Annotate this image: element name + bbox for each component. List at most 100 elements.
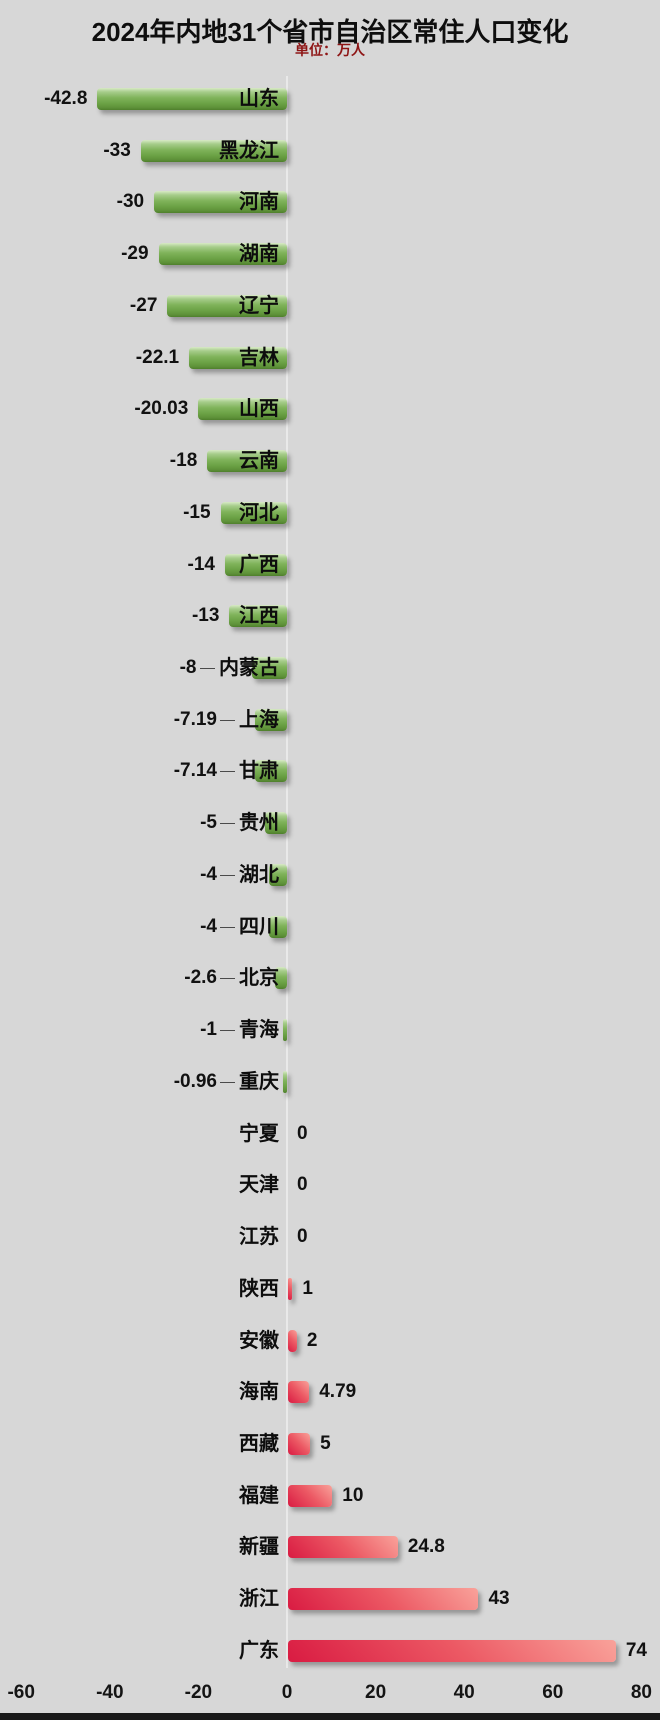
category-label: 甘肃 (239, 760, 279, 783)
bar (220, 501, 287, 524)
category-label: 青海 (239, 1019, 279, 1042)
x-tick-label: -40 (96, 1682, 124, 1703)
chart-row: 江西 -13 (0, 605, 660, 628)
category-label: 山西 (239, 398, 279, 421)
bar (288, 1277, 293, 1300)
chart-row: 甘肃 -7.14 (0, 760, 660, 783)
value-label: 0 (297, 1122, 308, 1144)
bar (288, 1381, 310, 1404)
bar (288, 1588, 479, 1611)
value-label: -1 (200, 1019, 217, 1041)
category-label: 河北 (239, 501, 279, 524)
bottom-border (0, 1713, 660, 1720)
value-label: -18 (169, 450, 198, 472)
category-label: 内蒙古 (219, 657, 279, 680)
value-label: 1 (302, 1277, 313, 1299)
category-label: 辽宁 (239, 294, 279, 317)
bar (207, 450, 287, 473)
category-label: 新疆 (239, 1536, 279, 1559)
category-label: 浙江 (239, 1588, 279, 1611)
x-tick-label: -20 (184, 1682, 213, 1703)
chart-row: 云南 -18 (0, 450, 660, 473)
chart-row: 新疆 24.8 (0, 1536, 660, 1559)
chart-row: 海南 4.79 (0, 1381, 660, 1404)
chart-row: 重庆 -0.96 (0, 1070, 660, 1093)
bar (288, 1484, 333, 1507)
bar (97, 88, 287, 110)
value-label: -0.96 (173, 1070, 217, 1092)
value-label: 5 (320, 1432, 331, 1454)
category-label: 广西 (239, 553, 279, 576)
category-label: 安徽 (239, 1329, 279, 1352)
chart-subtitle: 单位：万人 (295, 42, 365, 58)
chart-row: 内蒙古 -8 (0, 657, 660, 680)
value-label: -13 (191, 605, 220, 627)
leader-line (220, 771, 235, 773)
chart-row: 西藏 5 (0, 1432, 660, 1455)
bar (255, 708, 287, 731)
leader-line (220, 719, 235, 721)
bar (288, 1536, 398, 1559)
value-label: -15 (183, 501, 211, 523)
category-label: 重庆 (239, 1070, 279, 1093)
bar (158, 243, 287, 266)
value-label: 43 (488, 1588, 510, 1610)
bar (167, 294, 287, 317)
category-label: 江西 (239, 605, 279, 628)
bar (224, 553, 287, 576)
category-label: 湖北 (239, 863, 279, 886)
zero-axis-line (286, 76, 288, 1668)
bar (154, 191, 287, 214)
category-label: 吉林 (239, 346, 279, 369)
leader-line (220, 1030, 235, 1032)
chart-row: 四川 -4 (0, 915, 660, 938)
chart-title: 2024年内地31个省市自治区常住人口变化 (91, 17, 569, 47)
chart-row: 天津 0 (0, 1174, 660, 1196)
value-label: -8 (179, 657, 197, 679)
x-tick-label: 20 (365, 1682, 387, 1703)
leader-line (220, 823, 235, 825)
x-tick-label: 80 (630, 1682, 652, 1703)
chart-row: 河南 -30 (0, 191, 660, 214)
bar (140, 139, 287, 162)
chart-row: 上海 -7.19 (0, 708, 660, 731)
leader-line (220, 1081, 235, 1083)
chart-row: 辽宁 -27 (0, 294, 660, 317)
category-label: 广东 (239, 1639, 279, 1662)
chart-row: 湖北 -4 (0, 863, 660, 886)
value-label: 24.8 (407, 1536, 445, 1558)
chart-row: 山西 -20.03 (0, 398, 660, 421)
chart-row: 河北 -15 (0, 501, 660, 524)
bar (288, 1432, 311, 1455)
leader-line (199, 668, 215, 670)
value-label: 2 (306, 1329, 318, 1351)
bar (264, 812, 287, 835)
chart-row: 陕西 1 (0, 1277, 660, 1300)
category-label: 福建 (239, 1484, 279, 1507)
value-label: -33 (103, 139, 131, 161)
category-label: 海南 (239, 1381, 279, 1404)
value-label: -20.03 (134, 398, 189, 420)
bar (282, 1019, 287, 1042)
value-label: -42.8 (44, 88, 88, 109)
category-label: 贵州 (239, 812, 279, 835)
chart-row: 吉林 -22.1 (0, 346, 660, 369)
value-label: -30 (116, 191, 145, 213)
category-label: 宁夏 (239, 1122, 279, 1145)
chart-row: 青海 -1 (0, 1019, 660, 1042)
bar (269, 915, 287, 938)
bar (251, 657, 287, 680)
value-label: -4 (200, 863, 217, 885)
chart-row: 山东 -42.8 (0, 88, 660, 110)
bar (255, 760, 287, 783)
value-label: 0 (297, 1226, 308, 1248)
category-label: 天津 (239, 1174, 279, 1197)
category-label: 河南 (239, 191, 279, 214)
leader-line (220, 926, 235, 928)
category-label: 黑龙江 (219, 139, 279, 162)
chart-row: 湖南 -29 (0, 243, 660, 266)
category-label: 四川 (239, 915, 279, 938)
x-tick-label: 0 (281, 1682, 293, 1703)
